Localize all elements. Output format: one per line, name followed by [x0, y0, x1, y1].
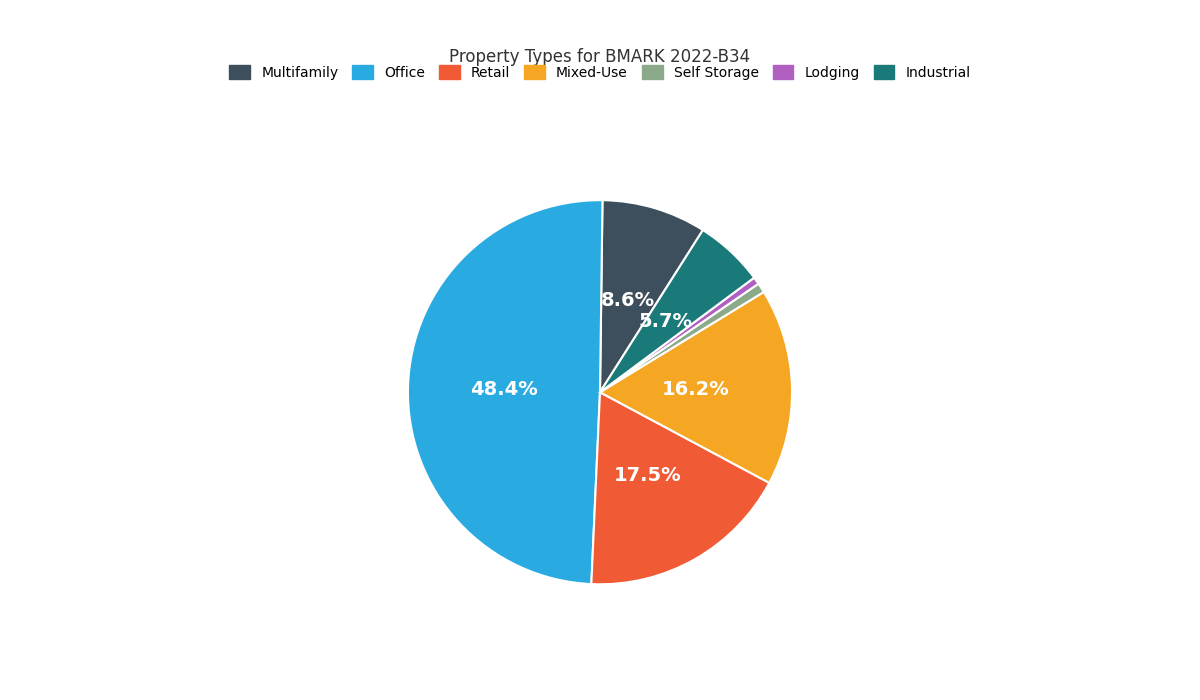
Text: 5.7%: 5.7%	[638, 312, 692, 331]
Wedge shape	[600, 200, 703, 392]
Legend: Multifamily, Office, Retail, Mixed-Use, Self Storage, Lodging, Industrial: Multifamily, Office, Retail, Mixed-Use, …	[223, 60, 977, 85]
Wedge shape	[600, 230, 754, 392]
Wedge shape	[600, 292, 792, 483]
Text: 8.6%: 8.6%	[600, 290, 654, 309]
Wedge shape	[408, 200, 602, 584]
Wedge shape	[592, 392, 769, 584]
Text: 17.5%: 17.5%	[613, 466, 682, 485]
Wedge shape	[600, 278, 758, 392]
Text: 16.2%: 16.2%	[662, 380, 730, 399]
Wedge shape	[600, 284, 764, 392]
Text: 48.4%: 48.4%	[470, 380, 538, 399]
Title: Property Types for BMARK 2022-B34: Property Types for BMARK 2022-B34	[450, 48, 750, 66]
